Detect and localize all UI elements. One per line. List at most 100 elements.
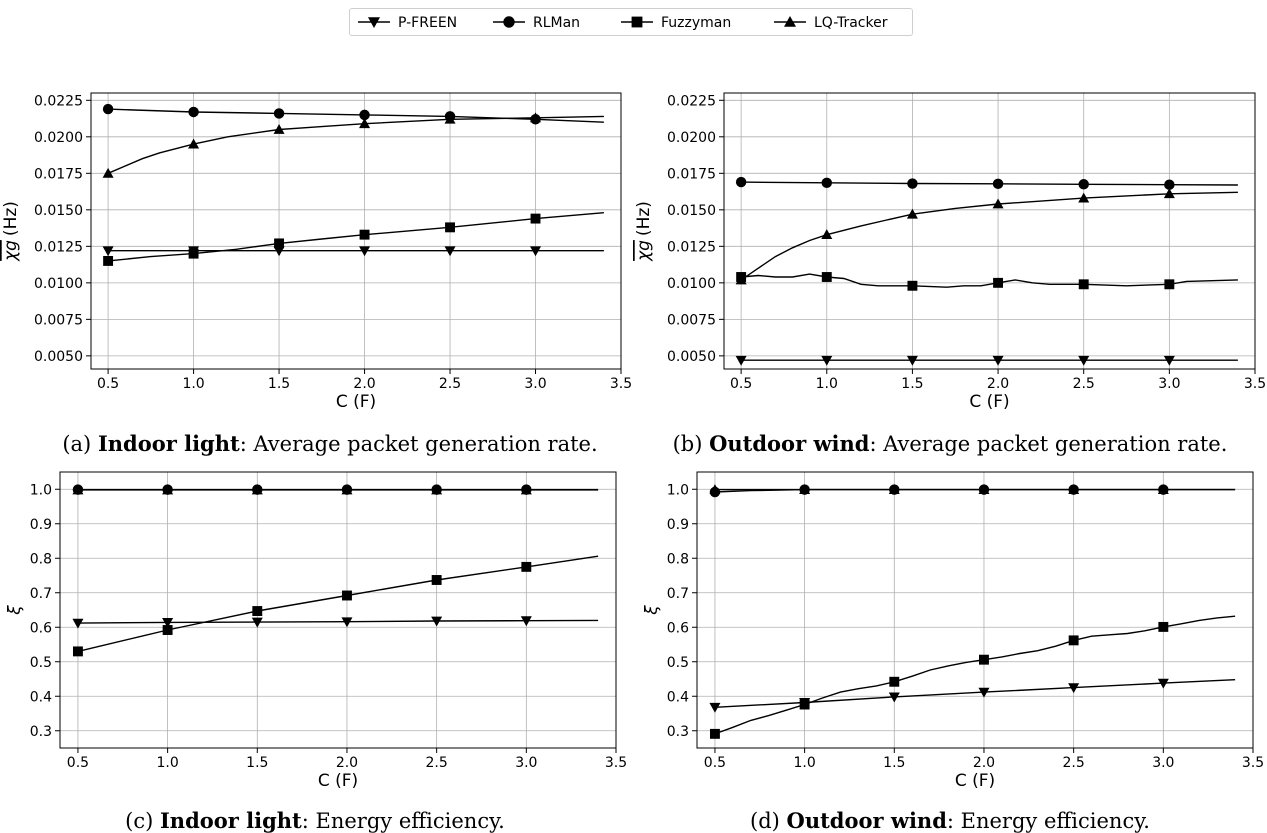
chart-c-ytick-label-4: 0.7	[30, 586, 52, 602]
chart-a-frame	[90, 92, 622, 370]
chart-d-series-fuzzyman-point-4	[1068, 635, 1079, 646]
caption-c-prefix: (c)	[125, 809, 160, 833]
caption-a-bold: Indoor light	[97, 431, 240, 456]
chart-d-ytick-label-5: 0.8	[667, 551, 689, 567]
chart-c-series-fuzzyman-line	[77, 555, 599, 653]
chart-d-series-fuzzyman-point-5	[1158, 621, 1169, 632]
chart-d-series-lq-tracker-point-3	[978, 484, 990, 494]
chart-c-xtick-label-2: 1.5	[246, 755, 268, 771]
chart-b-series-lq-tracker-point-4	[1078, 192, 1090, 203]
chart-a-series-fuzzyman-point-4	[445, 222, 455, 233]
chart-b-series-rlman-point-3	[992, 178, 1004, 190]
legend-label-p-freen: P-FREEN	[398, 15, 457, 31]
chart-c-series-p-freen-point-3	[341, 617, 353, 628]
chart-a-ytick-label-0: 0.0050	[34, 349, 83, 365]
caption-c-rest: : Energy efficiency.	[301, 809, 505, 833]
chart-b-series-p-freen-point-4	[1078, 355, 1090, 366]
chart-b-series-lq-tracker-point-3	[992, 198, 1004, 209]
caption-d-rest: : Energy efficiency.	[946, 809, 1150, 833]
legend-item-lq-tracker: LQ-Tracker	[774, 15, 888, 31]
chart-a-series-rlman-point-1	[188, 106, 199, 118]
chart-b-series-lq-tracker-point-2	[906, 208, 918, 219]
chart-a-ytick-label-1: 0.0075	[34, 312, 83, 328]
caption-a-prefix: (a)	[62, 432, 98, 456]
chart-d-series-p-freen-point-4	[1068, 683, 1080, 694]
chart-d-xtick-label-4: 2.5	[1063, 755, 1085, 771]
chart-a-series-lq-tracker-point-4	[444, 113, 456, 124]
chart-b-series-lq-tracker-point-1	[821, 229, 833, 240]
chart-d-series-lq-tracker-point-2	[888, 484, 900, 494]
chart-b-ylabel: χg (Hz)	[634, 201, 654, 262]
chart-b-xtick-label-6: 3.5	[1244, 376, 1266, 392]
chart-d-series-p-freen-point-3	[978, 687, 990, 698]
caption-a-rest: : Average packet generation rate.	[239, 432, 598, 456]
chart-d-ylabel: ξ	[642, 605, 662, 616]
chart-b-ytick-label-0: 0.0050	[667, 349, 716, 365]
chart-c-series-lq-tracker-point-1	[162, 484, 174, 495]
chart-a-xtick-label-5: 3.0	[524, 376, 546, 392]
chart-c-series-p-freen-point-4	[431, 616, 443, 627]
chart-a-xlabel: C (F)	[336, 392, 376, 412]
chart-b-series-lq-tracker-point-0	[735, 274, 747, 285]
chart-b-ylabel-symbol: χg	[634, 240, 654, 262]
chart-c-xtick-label-5: 3.0	[515, 755, 537, 771]
chart-a-series-rlman-point-0	[102, 103, 114, 115]
chart-c-series-lq-tracker-point-4	[431, 484, 443, 495]
chart-d-xtick-label-3: 2.0	[973, 755, 995, 771]
legend-label-lq-tracker: LQ-Tracker	[814, 15, 888, 31]
chart-a-series-p-freen-point-5	[530, 246, 542, 257]
chart-d-ytick-label-3: 0.6	[667, 620, 689, 636]
caption-c: (c) Indoor light: Energy efficiency.	[0, 808, 630, 833]
chart-b-xtick-label-5: 3.0	[1158, 376, 1180, 392]
chart-d-series-fuzzyman-point-0	[709, 728, 720, 739]
chart-a-series-fuzzyman-point-0	[103, 255, 114, 266]
chart-b-series-p-freen-point-0	[735, 355, 747, 366]
chart-d-series-fuzzyman-point-1	[799, 699, 810, 710]
chart-a-ytick-label-4: 0.0150	[34, 203, 83, 219]
chart-panel-c: 0.5 1.0 1.5 2.0 2.5 3.0 3.5 0.3 0.4 0.5 0.6 0.7 0.8 0…	[0, 465, 630, 805]
chart-b-plot: 0.5 1.0 1.5 2.0 2.5 3.0 3.5 0.0050 0.0075 0.0100 0…	[634, 92, 1266, 412]
legend-label-fuzzyman: Fuzzyman	[661, 15, 731, 31]
chart-c-series-p-freen-point-5	[520, 616, 532, 627]
chart-panel-b: 0.5 1.0 1.5 2.0 2.5 3.0 3.5 0.0050 0.0075 0.0100 0…	[633, 40, 1267, 420]
chart-a-xtick-label-1: 1.0	[182, 376, 204, 392]
chart-b-series-fuzzyman-point-1	[821, 272, 832, 282]
legend-swatch-marker-rlman	[503, 16, 515, 28]
chart-b-ytick-label-1: 0.0075	[667, 312, 716, 328]
chart-b-series-rlman-point-0	[735, 176, 747, 188]
chart-a-xtick-label-0: 0.5	[97, 376, 119, 392]
chart-a-plot: 0.5 1.0 1.5 2.0 2.5 3.0 3.5 0.0050 0.0075 0.0100 0…	[1, 92, 632, 412]
chart-d-xlabel: C (F)	[955, 771, 995, 791]
chart-a-series-p-freen-point-4	[444, 246, 456, 257]
legend-item-p-freen: P-FREEN	[358, 15, 457, 31]
chart-d-series-fuzzyman-line	[714, 615, 1236, 735]
chart-d-series-fuzzyman-point-3	[979, 654, 989, 665]
chart-a-ylabel-unit: (Hz)	[1, 201, 21, 236]
chart-a-series-lq-tracker-point-1	[188, 138, 200, 149]
chart-d-plot: 0.5 1.0 1.5 2.0 2.5 3.0 3.5 0.3 0.4 0.5 0.6 0.7 0.8 0…	[642, 471, 1264, 791]
chart-b-ytick-label-2: 0.0100	[667, 276, 716, 292]
chart-b-series-rlman-point-5	[1164, 179, 1175, 190]
chart-c-xtick-label-0: 0.5	[67, 755, 89, 771]
chart-b-series-fuzzyman-point-2	[907, 280, 918, 291]
chart-c-ytick-label-3: 0.6	[30, 620, 52, 636]
chart-b-series-fuzzyman-line	[741, 273, 1238, 288]
chart-c-series-fuzzyman-point-1	[162, 625, 173, 635]
chart-d-ytick-label-0: 0.3	[667, 724, 689, 740]
chart-c-xtick-label-4: 2.5	[426, 755, 448, 771]
chart-legend: P-FREEN RLMan Fuzzyman LQ-Tracker	[349, 8, 913, 36]
chart-panel-d: 0.5 1.0 1.5 2.0 2.5 3.0 3.5 0.3 0.4 0.5 0.6 0.7 0.8 0…	[633, 465, 1267, 805]
chart-c-series-fuzzyman-point-3	[342, 590, 352, 601]
caption-b-rest: : Average packet generation rate.	[869, 432, 1228, 456]
chart-c-series-lq-tracker-point-0	[72, 484, 84, 495]
chart-d-series-p-freen-point-2	[888, 692, 900, 703]
chart-d-series-fuzzyman-point-2	[889, 676, 900, 687]
legend-item-fuzzyman: Fuzzyman	[621, 15, 731, 31]
chart-d-ytick-label-1: 0.4	[667, 689, 689, 705]
chart-c-ytick-label-0: 0.3	[30, 724, 52, 740]
chart-d-ytick-label-2: 0.5	[667, 655, 689, 671]
caption-c-bold: Indoor light	[159, 808, 302, 833]
chart-a-ylabel: χg (Hz)	[1, 201, 21, 262]
chart-c-plot: 0.5 1.0 1.5 2.0 2.5 3.0 3.5 0.3 0.4 0.5 0.6 0.7 0.8 0…	[5, 471, 627, 791]
chart-a-series-p-freen-point-0	[102, 246, 114, 257]
